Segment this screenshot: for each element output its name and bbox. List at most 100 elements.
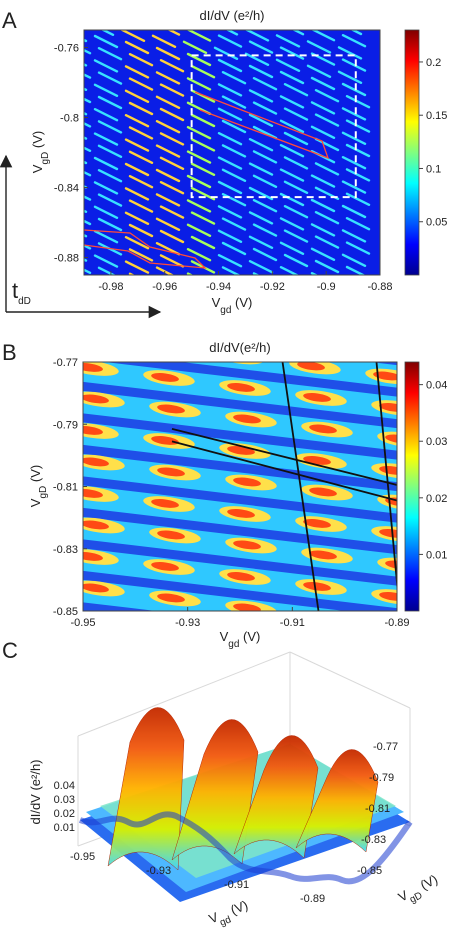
panel-a-stripe	[279, 119, 305, 134]
panel-a-stripe	[248, 235, 274, 250]
panel-a-stripe	[312, 298, 334, 309]
panel-a-stripe	[157, 292, 179, 303]
panel-a-stripe	[126, 286, 148, 297]
panel-c-y-tick-label: 0.04	[54, 780, 75, 792]
panel-b-peak-inner	[151, 562, 179, 571]
panel-a-stripe	[221, 119, 247, 134]
panel-a-stripe	[97, 266, 117, 275]
panel-a-stripe	[248, 64, 274, 79]
panel-a-stripe	[190, 186, 216, 201]
panel-b-peak-inner	[83, 489, 103, 498]
panel-a-stripe	[248, 162, 274, 176]
panel-a-stripe	[192, 310, 214, 321]
panel-c-z-label: VgD (V)	[396, 871, 443, 909]
panel-a-stripe	[124, 40, 150, 55]
panel-b-x-tick-label: -0.93	[175, 617, 200, 629]
panel-a-stripe	[186, 77, 212, 91]
panel-a-colorbar-tick-label: 0.15	[426, 110, 447, 122]
panel-a-stripe	[225, 30, 239, 36]
panel-a-red-outline-lower	[84, 229, 207, 269]
panel-a-colorbar-tick-label: 0.05	[426, 217, 447, 229]
panel-b-peak-inner	[75, 299, 104, 311]
panel-b-peak-outer	[370, 649, 423, 670]
panel-b-colorbar-ticks: 0.01 0.02 0.03 0.04	[419, 380, 447, 561]
panel-a-stripe	[155, 71, 181, 85]
panel-a-stripe	[95, 329, 117, 340]
panel-b-peak-inner	[83, 583, 109, 593]
panel-a-stripe	[91, 0, 113, 10]
panel-a-stripe	[217, 253, 243, 268]
panel-a-stripe	[60, 18, 82, 29]
panel-a-x-tick-label: -0.92	[260, 281, 285, 293]
panel-a-stripe	[347, 340, 369, 351]
panel-b-colorbar-tick-label: 0.04	[426, 380, 447, 392]
panel-a-x-tick-label: -0.98	[98, 281, 123, 293]
panel-a-stripe	[186, 199, 212, 213]
panel-a-stripe	[275, 58, 301, 73]
panel-a-stripe	[128, 174, 154, 189]
panel-a-stripe	[221, 168, 247, 183]
panel-b-peak-inner	[303, 393, 331, 402]
panel-a-stripe	[68, 335, 90, 346]
panel-b-x-label: Vgd (V)	[220, 629, 261, 650]
panel-a-stripe	[306, 64, 332, 79]
panel-a-stripe	[128, 126, 154, 140]
panel-b-trough	[104, 362, 397, 397]
panel-a-stripe	[275, 34, 301, 48]
panel-a-stripe	[161, 329, 183, 340]
panel-a-stripe	[306, 40, 332, 54]
panel-a-stripe	[279, 46, 305, 60]
panel-b-peak-outer	[300, 671, 353, 692]
panel-a-stripe	[310, 125, 336, 140]
panel-a-stripe	[279, 192, 305, 207]
panel-a-stripe	[159, 180, 185, 195]
panel-a-stripe	[217, 229, 243, 244]
panel-b-x-tick-label: -0.89	[384, 617, 409, 629]
panel-a-stripe	[283, 107, 309, 121]
panel-b-peak-inner	[151, 687, 180, 699]
panel-a-x-tick-label: -0.88	[367, 281, 392, 293]
panel-a-stripe	[221, 266, 241, 275]
panel-a-stripe	[93, 132, 119, 146]
panel-b-peak-outer	[376, 681, 429, 702]
t-dd-label: tdD	[12, 278, 31, 307]
panel-b-peak-outer	[364, 303, 417, 324]
panel-a-stripe	[310, 174, 336, 188]
panel-a-stripe	[128, 223, 154, 238]
panel-a-x-ticks: -0.98 -0.96 -0.94 -0.92 -0.9 -0.88	[98, 271, 393, 293]
panel-b-peak-inner	[373, 371, 397, 381]
panel-b-peak-inner	[227, 697, 256, 709]
panel-a-stripe	[84, 219, 92, 226]
panel-b-y-tick-label: -0.81	[53, 482, 78, 494]
panel-a-stripe	[188, 322, 210, 333]
panel-a-stripe	[100, 30, 115, 36]
panel-a-stripe	[93, 205, 119, 220]
panel-a-stripe	[345, 119, 371, 133]
panel-a-stripe	[130, 298, 152, 309]
panel-a: A dI/dV (e²/h) -0.98 -0.96 -0.94 -0.92 -0.9-…	[0, 0, 447, 352]
panel-b-peak-inner	[81, 708, 110, 720]
panel-a-stripe	[341, 58, 367, 72]
panel-a-stripe	[345, 265, 366, 275]
panel-a-stripe	[128, 199, 154, 213]
panel-a-stripe	[93, 83, 119, 98]
panel-a-stripe	[64, 323, 86, 334]
panel-c-z-tick-label: -0.77	[373, 741, 398, 753]
panel-b-peak-outer	[294, 324, 347, 345]
panel-a-stripe	[291, 30, 305, 36]
panel-a-dashed-box	[190, 54, 357, 199]
panel-a-stripe	[248, 113, 274, 128]
panel-a-stripe	[281, 292, 303, 303]
panel-a-stripe	[182, 40, 208, 54]
panel-a-stripe	[252, 198, 278, 213]
panel-a-stripe	[341, 155, 367, 170]
panel-a-x-tick-label: -0.96	[152, 281, 177, 293]
panel-letter-c: C	[2, 638, 18, 663]
panel-a-stripe	[308, 0, 330, 4]
panel-c-x-tick-label: -0.89	[300, 893, 325, 905]
panel-b-peak-inner	[227, 319, 256, 331]
panel-a-stripe	[124, 187, 150, 201]
panel-a-colorbar-ticks: 0.05 0.1 0.15 0.2	[419, 57, 447, 229]
panel-a-stripe	[157, 341, 179, 352]
panel-a-frame	[83, 29, 381, 276]
